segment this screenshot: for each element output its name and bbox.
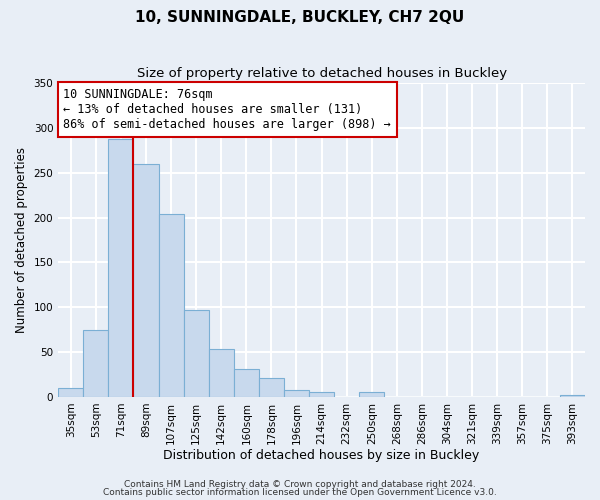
Bar	[560, 395, 585, 397]
X-axis label: Distribution of detached houses by size in Buckley: Distribution of detached houses by size …	[163, 450, 480, 462]
Text: 10 SUNNINGDALE: 76sqm
← 13% of detached houses are smaller (131)
86% of semi-det: 10 SUNNINGDALE: 76sqm ← 13% of detached …	[64, 88, 391, 131]
Bar	[158, 214, 184, 397]
Bar	[133, 164, 158, 397]
Bar	[359, 392, 385, 397]
Bar	[259, 378, 284, 397]
Bar	[234, 369, 259, 397]
Text: Contains HM Land Registry data © Crown copyright and database right 2024.: Contains HM Land Registry data © Crown c…	[124, 480, 476, 489]
Bar	[58, 388, 83, 397]
Bar	[83, 330, 109, 397]
Bar	[309, 392, 334, 397]
Bar	[184, 310, 209, 397]
Bar	[209, 348, 234, 397]
Text: Contains public sector information licensed under the Open Government Licence v3: Contains public sector information licen…	[103, 488, 497, 497]
Text: 10, SUNNINGDALE, BUCKLEY, CH7 2QU: 10, SUNNINGDALE, BUCKLEY, CH7 2QU	[136, 10, 464, 25]
Y-axis label: Number of detached properties: Number of detached properties	[15, 147, 28, 333]
Title: Size of property relative to detached houses in Buckley: Size of property relative to detached ho…	[137, 68, 506, 80]
Bar	[109, 138, 133, 397]
Bar	[284, 390, 309, 397]
